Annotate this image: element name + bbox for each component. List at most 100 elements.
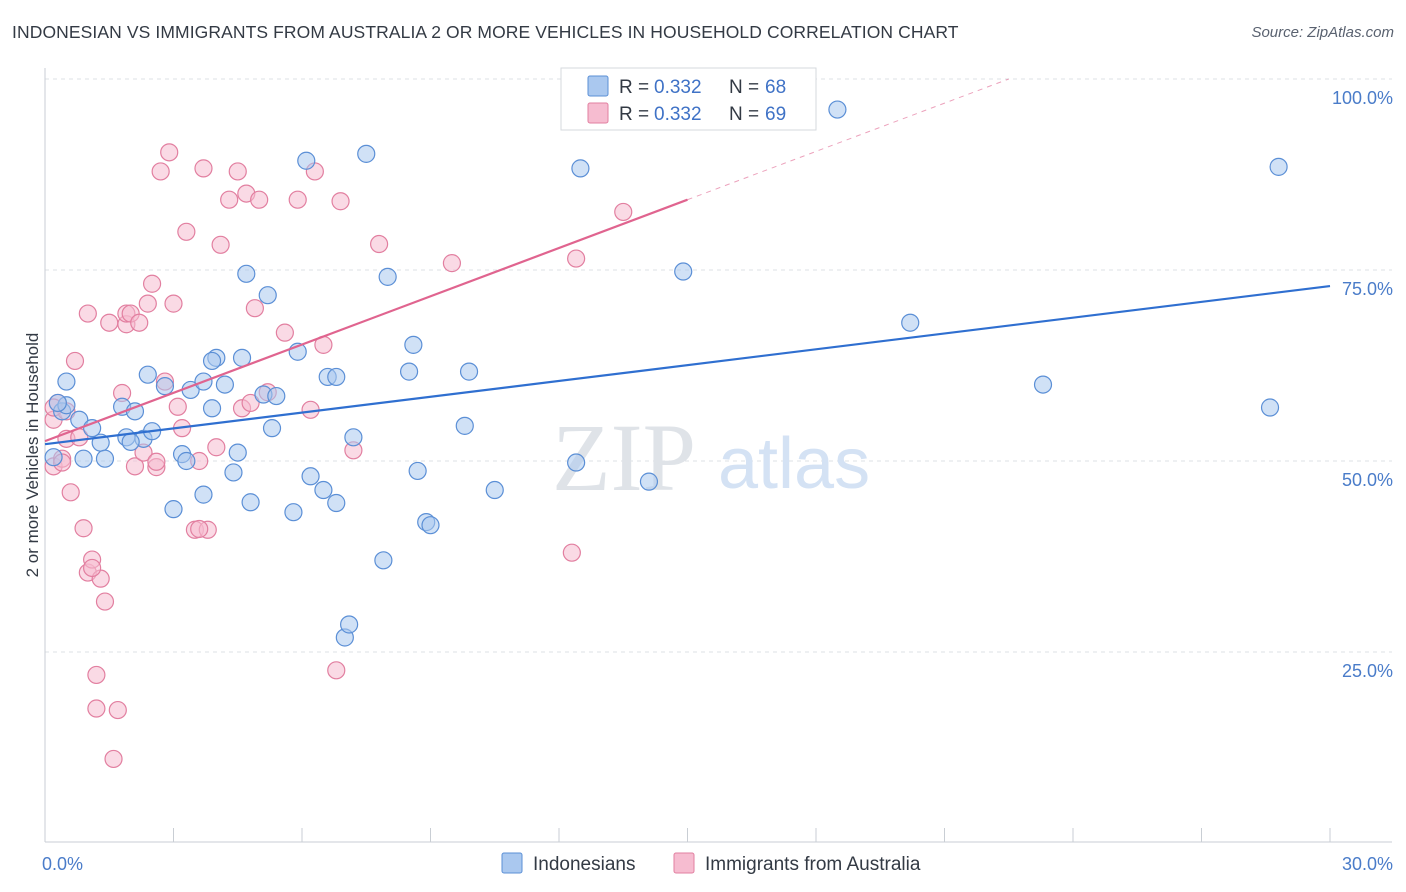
indonesians-point-58 bbox=[674, 262, 693, 281]
australia-point-66 bbox=[83, 558, 102, 578]
australia-point-47 bbox=[241, 393, 260, 413]
legend-swatch-pink bbox=[587, 102, 609, 124]
y-tick-label-1: 50.0% bbox=[1342, 470, 1393, 490]
x-tick-label-1: 30.0% bbox=[1342, 854, 1393, 874]
bottom-legend-swatch-australia bbox=[673, 852, 695, 874]
indonesians-point-34 bbox=[284, 503, 303, 522]
indonesians-point-64 bbox=[48, 393, 67, 413]
indonesians-point-37 bbox=[301, 467, 320, 486]
indonesians-point-54 bbox=[485, 480, 504, 500]
australia-point-43 bbox=[220, 190, 239, 209]
indonesians-point-38 bbox=[314, 480, 333, 500]
x-tick-label-0: 0.0% bbox=[42, 854, 83, 874]
australia-point-44 bbox=[228, 162, 247, 181]
grid-lines bbox=[45, 78, 1392, 653]
australia-point-17 bbox=[100, 313, 119, 332]
indonesians-point-65 bbox=[121, 432, 140, 451]
indonesians-point-18 bbox=[177, 451, 196, 471]
watermark-atlas: atlas bbox=[718, 424, 870, 504]
bottom-legend-indonesians: Indonesians bbox=[533, 854, 635, 875]
australia-point-24 bbox=[125, 457, 145, 476]
indonesians-point-36 bbox=[297, 151, 316, 170]
australia-point-32 bbox=[160, 143, 179, 162]
y-tick-label-2: 75.0% bbox=[1342, 279, 1393, 299]
indonesians-point-26 bbox=[228, 443, 247, 462]
australia-point-60 bbox=[442, 254, 462, 273]
indonesians-point-57 bbox=[639, 472, 659, 491]
indonesians-point-8 bbox=[95, 449, 115, 468]
indonesians-point-59 bbox=[828, 100, 847, 119]
legend-n-value-1: 68 bbox=[765, 77, 786, 98]
australia-point-51 bbox=[275, 323, 294, 342]
indonesians-point-63 bbox=[1269, 157, 1288, 176]
australia-point-18 bbox=[104, 749, 123, 769]
australia-point-30 bbox=[151, 162, 170, 181]
indonesians-point-51 bbox=[421, 516, 440, 535]
australia-point-36 bbox=[177, 222, 196, 241]
indonesians-point-0 bbox=[44, 448, 63, 467]
indonesians-point-40 bbox=[327, 493, 346, 513]
chart-title: INDONESIAN VS IMMIGRANTS FROM AUSTRALIA … bbox=[12, 22, 959, 42]
australia-point-7 bbox=[65, 351, 85, 371]
australia-point-41 bbox=[207, 438, 226, 457]
series-immigrants-from-australia bbox=[44, 143, 633, 769]
indonesians-point-31 bbox=[258, 286, 277, 305]
indonesians-point-15 bbox=[155, 377, 175, 396]
australia-point-6 bbox=[61, 483, 80, 502]
legend-n-label-1: N = bbox=[729, 77, 759, 98]
australia-point-14 bbox=[87, 699, 106, 718]
source-credit: Source: ZipAtlas.com bbox=[1251, 24, 1394, 41]
australia-point-34 bbox=[168, 397, 187, 416]
indonesians-point-60 bbox=[901, 313, 920, 332]
australia-point-48 bbox=[245, 299, 264, 318]
y-axis-label: 2 or more Vehicles in Household bbox=[23, 333, 42, 578]
bottom-legend-swatch-indonesians bbox=[501, 852, 523, 874]
australia-point-56 bbox=[327, 661, 346, 680]
indonesians-point-49 bbox=[408, 461, 427, 481]
australia-point-57 bbox=[331, 192, 350, 211]
indonesians-point-3 bbox=[57, 372, 76, 391]
australia-point-67 bbox=[147, 452, 166, 471]
australia-point-59 bbox=[370, 234, 389, 254]
australia-point-25 bbox=[130, 313, 149, 332]
indonesians-point-67 bbox=[327, 367, 346, 387]
trend-line-indonesians bbox=[44, 284, 1331, 446]
australia-point-16 bbox=[95, 592, 115, 611]
legend-r-value-1: 0.332 bbox=[654, 77, 702, 98]
indonesians-point-25 bbox=[224, 463, 243, 482]
indonesians-point-66 bbox=[202, 351, 222, 371]
indonesians-point-20 bbox=[194, 485, 213, 504]
legend-swatch-blue bbox=[587, 75, 609, 97]
indonesians-point-55 bbox=[567, 453, 586, 472]
australia-point-61 bbox=[562, 543, 581, 562]
trend-line-australia-extension bbox=[687, 78, 1009, 201]
series-indonesians bbox=[44, 100, 1288, 647]
indonesians-point-16 bbox=[164, 500, 183, 519]
legend-n-value-2: 69 bbox=[765, 104, 786, 125]
indonesians-point-61 bbox=[1033, 375, 1053, 394]
watermark: ZIP atlas bbox=[552, 404, 870, 511]
legend-box: R = 0.332 N = 68 R = 0.332 N = 69 bbox=[560, 67, 817, 131]
indonesians-point-42 bbox=[340, 615, 359, 634]
trend-lines bbox=[44, 78, 1331, 446]
australia-point-13 bbox=[87, 665, 106, 685]
australia-point-33 bbox=[164, 294, 183, 313]
australia-point-19 bbox=[108, 700, 127, 720]
australia-point-62 bbox=[567, 249, 586, 268]
indonesians-point-22 bbox=[202, 399, 222, 418]
australia-point-63 bbox=[614, 202, 633, 222]
indonesians-point-53 bbox=[459, 362, 479, 381]
australia-point-52 bbox=[288, 190, 307, 209]
indonesians-point-13 bbox=[138, 365, 157, 384]
australia-point-9 bbox=[74, 519, 93, 538]
australia-point-42 bbox=[211, 235, 230, 254]
y-tick-label-0: 25.0% bbox=[1342, 661, 1393, 681]
indonesians-point-62 bbox=[1260, 398, 1280, 417]
indonesians-point-29 bbox=[241, 493, 260, 512]
australia-point-68 bbox=[190, 519, 209, 539]
trend-line-australia bbox=[44, 198, 688, 443]
indonesians-point-43 bbox=[344, 428, 363, 447]
legend-n-label-2: N = bbox=[729, 104, 759, 125]
indonesians-point-28 bbox=[237, 264, 256, 283]
